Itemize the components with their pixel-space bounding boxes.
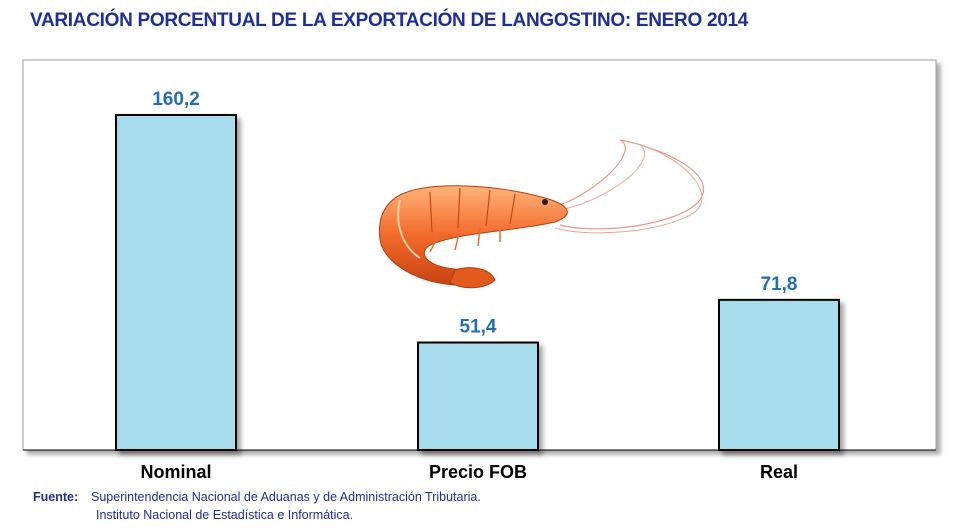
- chart-title: VARIACIÓN PORCENTUAL DE LA EXPORTACIÓN D…: [30, 10, 749, 31]
- source-note: Fuente: Superintendencia Nacional de Adua…: [33, 488, 481, 524]
- bars-layer: 160,2 Nominal 51,4 Precio FOB 71,8 Real: [23, 89, 936, 482]
- shrimp-image: [378, 139, 704, 289]
- value-label: 160,2: [152, 89, 200, 110]
- bar-nominal: [115, 114, 237, 451]
- source-line-2: Instituto Nacional de Estadística e Info…: [96, 508, 354, 522]
- value-label: 71,8: [761, 274, 798, 295]
- source-label: Fuente:: [33, 490, 79, 504]
- category-label: Real: [760, 462, 798, 482]
- source-line-1: Superintendencia Nacional de Aduanas y d…: [91, 490, 481, 504]
- value-label: 51,4: [460, 317, 497, 338]
- category-label: Nominal: [140, 462, 211, 482]
- category-label: Precio FOB: [429, 462, 527, 482]
- bar-real: [718, 298, 840, 451]
- bar-precio-fob: [417, 341, 539, 451]
